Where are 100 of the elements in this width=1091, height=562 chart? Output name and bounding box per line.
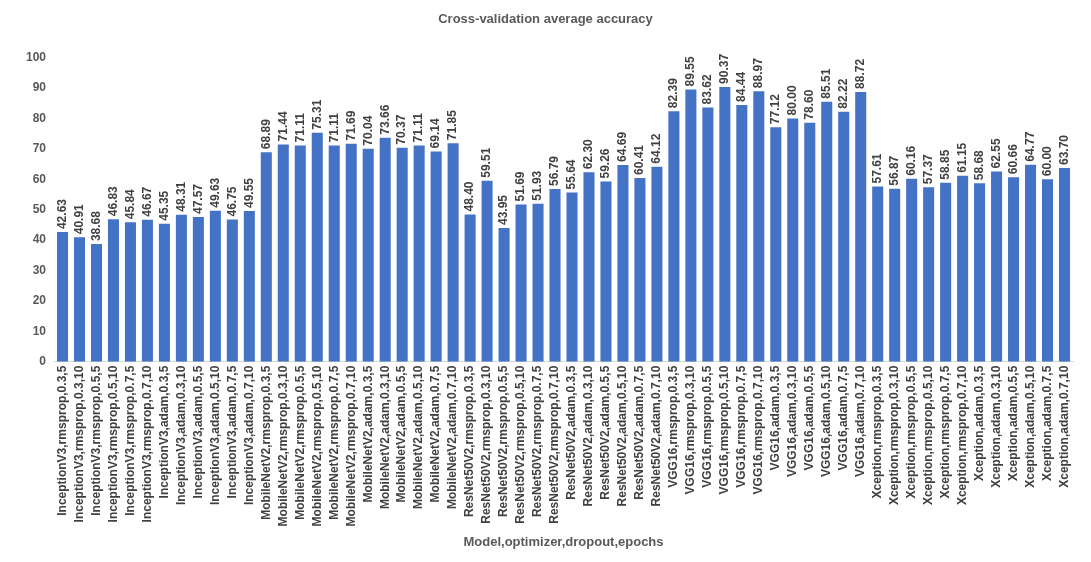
- bar: [804, 122, 816, 362]
- bar: [719, 86, 731, 362]
- bar: [736, 104, 748, 362]
- bar: [651, 166, 663, 362]
- data-label: 58.85: [937, 149, 952, 180]
- bar: [447, 143, 459, 362]
- bar: [753, 91, 765, 362]
- data-label: 62.30: [581, 138, 596, 170]
- bar: [974, 183, 986, 362]
- x-tick-label: MobileNetV2,adam,0.5,5: [394, 365, 409, 503]
- bar: [668, 111, 680, 362]
- x-tick-label: VGG16,adam,0.7,5: [836, 365, 851, 471]
- data-label: 46.67: [139, 186, 154, 217]
- data-label: 57.37: [920, 153, 935, 185]
- bar: [957, 175, 969, 362]
- x-tick-label: InceptionV3,rmsprop,0.7,10: [139, 365, 154, 523]
- data-label: 43.95: [496, 194, 511, 226]
- bar: [855, 91, 867, 362]
- x-tick-label: VGG16,adam,0.3,5: [768, 365, 783, 471]
- data-label: 90.37: [717, 53, 732, 84]
- y-tick-label: 100: [25, 49, 47, 64]
- data-label: 46.83: [105, 185, 120, 217]
- x-tick-label: MobileNetV2,rmsprop,0.7,5: [326, 365, 341, 520]
- data-label: 71.85: [445, 109, 460, 141]
- x-tick-label: Xception,adam,0.3,5: [971, 365, 986, 482]
- bar: [1042, 179, 1054, 362]
- x-tick-label: InceptionV3,rmsprop,0.3,5: [54, 365, 69, 516]
- x-tick-label: ResNet50V2,rmsprop,0.7,10: [547, 365, 562, 524]
- bar: [107, 219, 119, 362]
- bar: [73, 237, 86, 362]
- x-tick-label: InceptionV3,adam,0.3,10: [173, 365, 188, 506]
- x-tick-label: MobileNetV2,rmsprop,0.3,5: [258, 365, 273, 520]
- bar: [175, 214, 187, 362]
- data-label: 77.12: [768, 93, 783, 125]
- y-tick-label: 50: [32, 201, 47, 216]
- y-tick-label: 70: [32, 141, 47, 156]
- data-label: 45.35: [156, 190, 171, 221]
- x-tick-label: ResNet50V2,adam,0.3,10: [581, 365, 596, 507]
- x-tick-label: InceptionV3,adam,0.5,5: [190, 365, 205, 499]
- x-tick-label: MobileNetV2,adam,0.3,10: [377, 365, 392, 510]
- x-tick-label: ResNet50V2,adam,0.7,5: [632, 365, 647, 500]
- x-tick-label: VGG16,rmsprop,0.7,5: [734, 365, 749, 488]
- bar: [685, 89, 697, 362]
- data-label: 38.68: [88, 210, 103, 242]
- bar: [277, 144, 289, 362]
- x-tick-label: Xception,rmsprop,0.5,10: [920, 365, 935, 506]
- x-tick-label: VGG16,rmsprop,0.3,10: [683, 365, 698, 495]
- bar: [872, 186, 884, 362]
- data-label: 56.79: [547, 155, 562, 186]
- x-tick-label: ResNet50V2,rmsprop,0.3,5: [462, 365, 477, 518]
- bar: [821, 101, 833, 362]
- x-tick-label: MobileNetV2,rmsprop,0.5,10: [309, 365, 324, 527]
- y-tick-label: 90: [32, 80, 47, 95]
- y-tick-label: 80: [32, 110, 47, 125]
- bar: [1008, 177, 1020, 362]
- x-tick-label: Xception,rmsprop,0.3,10: [886, 365, 901, 506]
- x-tick-label: ResNet50V2,adam,0.5,5: [598, 365, 613, 500]
- x-tick-label: MobileNetV2,adam,0.7,5: [428, 365, 443, 503]
- bar: [702, 107, 714, 362]
- data-label: 59.51: [479, 147, 494, 178]
- x-tick-label: Xception,adam,0.3,10: [988, 365, 1003, 488]
- data-label: 84.44: [734, 71, 749, 102]
- bar: [413, 145, 425, 362]
- data-label: 83.62: [700, 74, 715, 105]
- x-tick-label: InceptionV3,adam,0.3,5: [156, 365, 171, 499]
- data-label: 46.75: [224, 186, 239, 217]
- x-tick-label: MobileNetV2,adam,0.5,10: [411, 365, 426, 510]
- x-tick-label: Xception,rmsprop,0.7,10: [954, 365, 969, 506]
- data-label: 56.87: [886, 155, 901, 186]
- data-label: 70.04: [360, 115, 375, 146]
- y-tick-label: 0: [39, 354, 47, 368]
- x-tick-label: VGG16,adam,0.5,10: [819, 365, 834, 478]
- y-tick-label: 20: [32, 293, 47, 308]
- bar: [141, 219, 153, 362]
- x-tick-label: VGG16,adam,0.7,10: [853, 365, 868, 478]
- y-tick-label: 40: [32, 232, 47, 247]
- data-label: 64.12: [649, 133, 664, 164]
- bar: [600, 181, 612, 362]
- bar: [1058, 167, 1071, 362]
- x-tick-label: ResNet50V2,adam,0.5,10: [615, 365, 630, 507]
- x-tick-label: Xception,adam,0.7,5: [1039, 365, 1054, 482]
- data-label: 69.14: [428, 118, 443, 149]
- bar: [158, 223, 170, 362]
- data-label: 60.16: [903, 145, 918, 176]
- data-label: 82.22: [836, 78, 851, 109]
- data-label: 62.55: [988, 138, 1003, 169]
- x-tick-label: InceptionV3,adam,0.7,5: [224, 365, 239, 499]
- data-label: 64.69: [615, 131, 630, 162]
- x-tick-label: MobileNetV2,rmsprop,0.7,10: [343, 365, 358, 527]
- x-tick-label: InceptionV3,adam,0.7,10: [241, 365, 256, 506]
- data-label: 71.11: [292, 112, 307, 143]
- data-label: 88.97: [751, 57, 766, 89]
- x-tick-label: Xception,adam,0.5,5: [1005, 365, 1020, 482]
- bar: [379, 137, 391, 362]
- bar: [311, 132, 323, 362]
- bar: [124, 222, 136, 362]
- y-tick-label: 60: [32, 171, 47, 186]
- x-tick-label: VGG16,rmsprop,0.5,10: [717, 365, 732, 495]
- data-label: 45.84: [122, 188, 137, 220]
- x-tick-label: ResNet50V2,rmsprop,0.7,5: [530, 365, 545, 518]
